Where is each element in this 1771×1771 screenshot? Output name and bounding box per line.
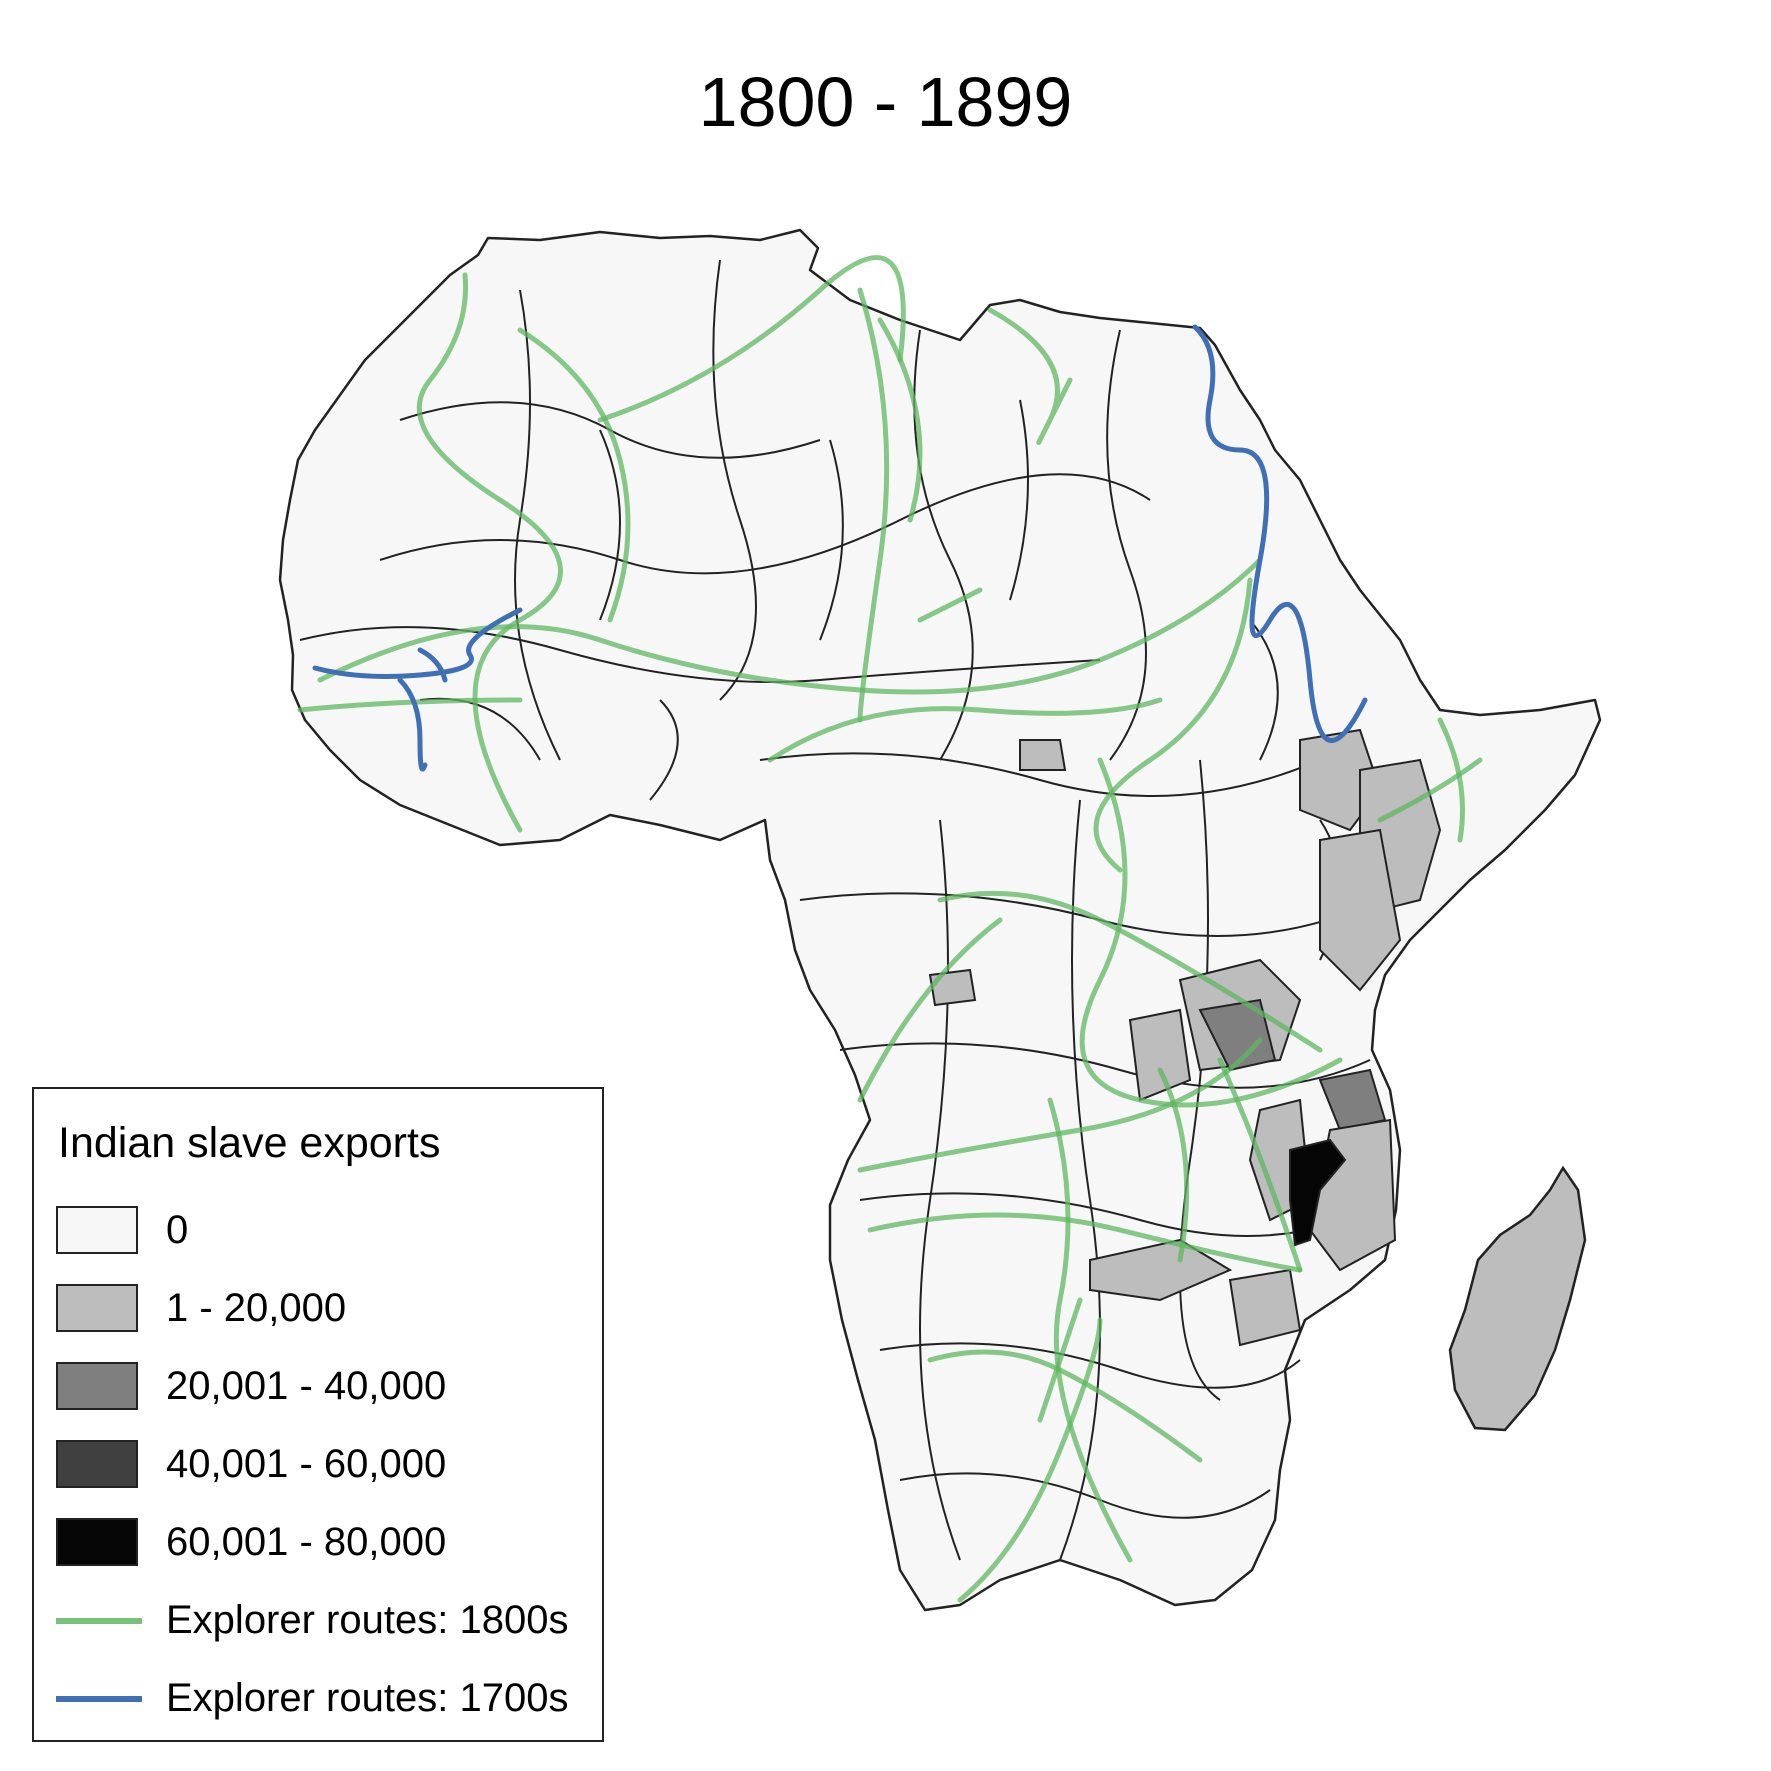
legend-swatch <box>56 1206 138 1254</box>
legend-label: Explorer routes: 1800s <box>166 1598 569 1642</box>
explorer-routes-1700s <box>312 324 1368 772</box>
legend-label: 0 <box>166 1208 189 1252</box>
legend-item-4: 60,001 - 80,000 <box>56 1518 586 1572</box>
legend-item-1: 1 - 20,000 <box>56 1284 586 1338</box>
legend-item-route-1700s: Explorer routes: 1700s <box>56 1674 586 1728</box>
legend-label: 1 - 20,000 <box>166 1286 347 1330</box>
legend-swatch <box>56 1440 138 1488</box>
legend-title: Indian slave exports <box>58 1119 441 1167</box>
legend-label: 60,001 - 80,000 <box>166 1520 447 1564</box>
madagascar-outline <box>1448 1165 1587 1432</box>
legend-label: 20,001 - 40,000 <box>166 1364 447 1408</box>
legend-line-blue <box>56 1696 142 1702</box>
legend-item-route-1800s: Explorer routes: 1800s <box>56 1596 586 1650</box>
legend-item-0: 0 <box>56 1206 586 1260</box>
legend-line-green <box>56 1618 142 1624</box>
legend-swatch <box>56 1518 138 1566</box>
legend-label: Explorer routes: 1700s <box>166 1676 569 1720</box>
explorer-routes-1800s <box>297 255 1483 1603</box>
legend-item-2: 20,001 - 40,000 <box>56 1362 586 1416</box>
map-title: 1800 - 1899 <box>698 63 1073 141</box>
legend-label: 40,001 - 60,000 <box>166 1442 447 1486</box>
legend-swatch <box>56 1284 138 1332</box>
legend-swatch <box>56 1362 138 1410</box>
legend-item-3: 40,001 - 60,000 <box>56 1440 586 1494</box>
legend: Indian slave exports 0 1 - 20,000 20,001… <box>32 1087 604 1742</box>
